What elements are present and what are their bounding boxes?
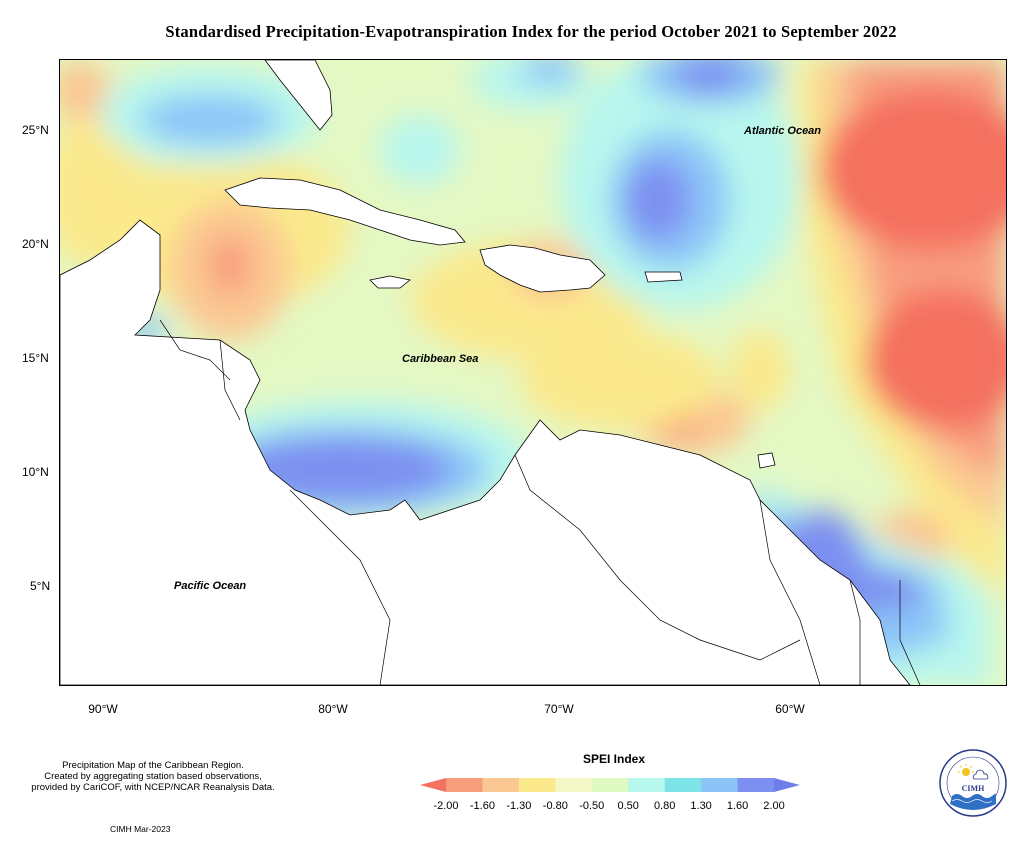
legend-swatch [701,778,739,792]
lon-label-70w: 70°W [544,702,574,716]
lat-label-5n: 5°N [30,579,51,593]
legend-tick-label: 1.60 [726,800,749,812]
map-credit: Precipitation Map of the Caribbean Regio… [8,760,298,793]
legend-title: SPEI Index [583,752,646,766]
credit-stamp: CIMH Mar-2023 [110,824,171,834]
lat-label-25n: 25°N [22,123,49,137]
lon-label-90w: 90°W [88,702,118,716]
legend-swatch [420,778,446,792]
lon-label-60w: 60°W [775,702,805,716]
logo-text: CIMH [962,784,985,793]
label-pacific-ocean: Pacific Ocean [174,580,246,592]
lon-label-80w: 80°W [318,702,348,716]
credit-line-2: Created by aggregating station based obs… [44,771,262,782]
legend-tick-label: -2.00 [433,800,459,812]
legend-swatch [664,778,702,792]
lat-label-20n: 20°N [22,237,49,251]
legend-tick-label: 2.00 [763,800,785,812]
map-title: Standardised Precipitation-Evapotranspir… [165,22,897,41]
country-borders [159,319,921,685]
legend-swatch [628,778,666,792]
legend-swatch [482,778,520,792]
legend-swatch [555,778,593,792]
spei-map[interactable]: Atlantic Ocean Caribbean Sea Pacific Oce… [59,59,1007,686]
legend-tick-label: 1.30 [690,800,712,812]
legend-tick-label: -0.80 [542,800,568,812]
legend-tick-label: -0.50 [579,800,605,812]
legend-tick-label: -1.30 [506,800,532,812]
credit-line-3: provided by CariCOF, with NCEP/NCAR Rean… [31,782,275,793]
label-caribbean-sea: Caribbean Sea [402,353,478,365]
lat-label-10n: 10°N [22,465,49,479]
legend-colorbar [420,778,800,792]
legend-swatch [737,778,775,792]
spei-map-canvas: Atlantic Ocean Caribbean Sea Pacific Oce… [60,60,1006,685]
land-masses [60,60,911,685]
label-atlantic-ocean: Atlantic Ocean [743,125,821,137]
legend-swatch [446,778,483,792]
legend-tick-label: 0.50 [617,800,639,812]
legend-tick-label: 0.80 [653,800,676,812]
legend-tick-label: -1.60 [469,800,495,812]
lat-label-15n: 15°N [22,351,49,365]
legend-swatch [591,778,629,792]
legend-swatch [518,778,556,792]
cimh-logo: CIMH [939,749,1007,817]
credit-line-1: Precipitation Map of the Caribbean Regio… [62,760,244,771]
legend-swatch [774,778,800,792]
